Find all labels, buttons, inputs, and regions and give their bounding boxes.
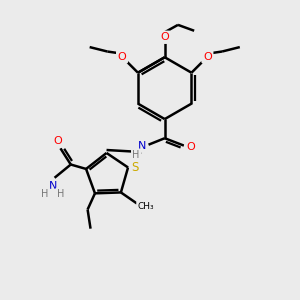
Text: O: O <box>53 136 62 146</box>
Text: H: H <box>57 189 64 199</box>
Text: N: N <box>49 181 57 191</box>
Text: O: O <box>186 142 195 152</box>
Text: O: O <box>118 52 126 62</box>
Text: H: H <box>133 150 140 160</box>
Text: CH₃: CH₃ <box>138 202 154 211</box>
Text: N: N <box>138 141 146 151</box>
Text: O: O <box>160 32 169 42</box>
Text: H: H <box>41 189 49 199</box>
Text: S: S <box>131 161 138 174</box>
Text: O: O <box>203 52 212 62</box>
